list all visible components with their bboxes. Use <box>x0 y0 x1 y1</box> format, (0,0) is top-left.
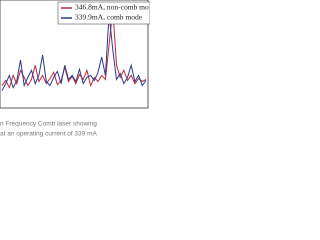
caption: at an operating current of 339 mA <box>0 131 98 138</box>
series-line <box>1 14 147 91</box>
caption: n Frequency Comb laser showing <box>0 121 97 128</box>
plot-area <box>1 9 147 91</box>
legend-label: 346.8mA, non-comb mo <box>75 3 149 12</box>
legend-label: 339.9mA, comb mode <box>75 13 143 22</box>
plot-frame <box>0 0 149 109</box>
legend-box <box>57 1 150 25</box>
